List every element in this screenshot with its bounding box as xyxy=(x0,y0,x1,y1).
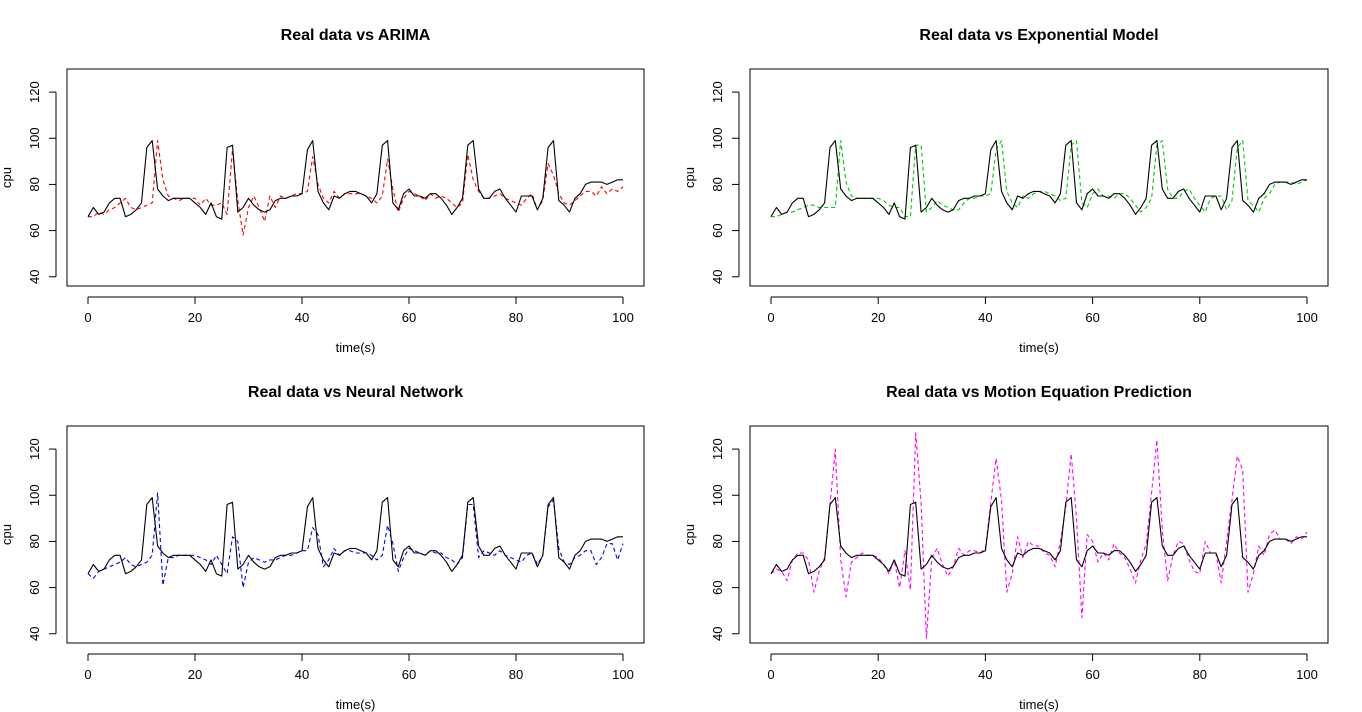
y-tick-label: 60 xyxy=(27,223,42,237)
y-tick-label: 100 xyxy=(710,127,725,149)
x-tick-label: 20 xyxy=(188,310,202,325)
series-line-real-data xyxy=(87,140,623,220)
y-tick-label: 40 xyxy=(710,627,725,641)
chart-title: Real data vs ARIMA xyxy=(281,27,431,44)
x-axis-label: time(s) xyxy=(336,340,376,355)
chart-neural-network: Real data vs Neural Network time(s) cpu … xyxy=(0,384,645,712)
y-tick-label: 80 xyxy=(710,534,725,548)
x-tick-label: 0 xyxy=(767,667,774,682)
y-tick-label: 120 xyxy=(710,438,725,460)
x-axis-label: time(s) xyxy=(1019,340,1059,355)
chart-exponential-model: Real data vs Exponential Model time(s) c… xyxy=(682,27,1329,355)
series-line-real-data xyxy=(770,140,1307,220)
y-axis-label: cpu xyxy=(682,524,697,545)
x-tick-label: 80 xyxy=(509,310,523,325)
x-tick-label: 100 xyxy=(612,667,634,682)
x-tick-label: 80 xyxy=(1193,667,1207,682)
x-axis-label: time(s) xyxy=(336,697,376,712)
y-tick-label: 100 xyxy=(27,484,42,506)
y-tick-label: 100 xyxy=(27,127,42,149)
x-tick-label: 60 xyxy=(1085,667,1099,682)
x-tick-label: 0 xyxy=(84,667,91,682)
x-tick-label: 100 xyxy=(1296,667,1318,682)
series-line-real-data xyxy=(770,497,1307,577)
y-tick-label: 120 xyxy=(27,438,42,460)
x-tick-label: 40 xyxy=(295,310,309,325)
series-line-prediction xyxy=(88,140,624,236)
y-tick-label: 40 xyxy=(27,270,42,284)
y-axis-label: cpu xyxy=(682,167,697,188)
y-tick-label: 80 xyxy=(710,177,725,191)
y-tick-label: 80 xyxy=(27,177,42,191)
series-line-prediction xyxy=(770,432,1308,639)
chart-title: Real data vs Exponential Model xyxy=(919,27,1158,44)
x-tick-label: 80 xyxy=(1193,310,1207,325)
y-tick-label: 60 xyxy=(710,580,725,594)
x-tick-label: 0 xyxy=(767,310,774,325)
x-tick-label: 20 xyxy=(871,667,885,682)
plot-frame xyxy=(66,68,645,287)
x-tick-label: 60 xyxy=(402,667,416,682)
chart-title: Real data vs Neural Network xyxy=(248,384,463,401)
x-axis-label: time(s) xyxy=(1019,697,1059,712)
plot-frame xyxy=(66,425,645,644)
x-tick-label: 60 xyxy=(1085,310,1099,325)
y-tick-label: 40 xyxy=(710,270,725,284)
x-tick-label: 20 xyxy=(871,310,885,325)
x-tick-label: 80 xyxy=(509,667,523,682)
chart-motion-equation-prediction: Real data vs Motion Equation Prediction … xyxy=(682,384,1329,712)
x-tick-label: 0 xyxy=(84,310,91,325)
x-tick-label: 100 xyxy=(612,310,634,325)
y-tick-label: 60 xyxy=(710,223,725,237)
y-tick-label: 60 xyxy=(27,580,42,594)
series-line-real-data xyxy=(87,497,623,577)
chart-title: Real data vs Motion Equation Prediction xyxy=(886,384,1192,401)
y-tick-label: 100 xyxy=(710,484,725,506)
x-tick-label: 40 xyxy=(295,667,309,682)
y-tick-label: 120 xyxy=(27,81,42,103)
y-tick-label: 40 xyxy=(27,627,42,641)
plot-frame xyxy=(749,68,1329,287)
plot-frame xyxy=(749,425,1329,644)
x-tick-label: 40 xyxy=(978,667,992,682)
y-axis-label: cpu xyxy=(0,167,14,188)
y-axis-label: cpu xyxy=(0,524,14,545)
x-tick-label: 100 xyxy=(1296,310,1318,325)
x-tick-label: 20 xyxy=(188,667,202,682)
y-tick-label: 120 xyxy=(710,81,725,103)
chart-arima: Real data vs ARIMA time(s) cpu 0 20 40 60 80… xyxy=(0,27,645,355)
x-tick-label: 40 xyxy=(978,310,992,325)
x-tick-label: 60 xyxy=(402,310,416,325)
y-tick-label: 80 xyxy=(27,534,42,548)
